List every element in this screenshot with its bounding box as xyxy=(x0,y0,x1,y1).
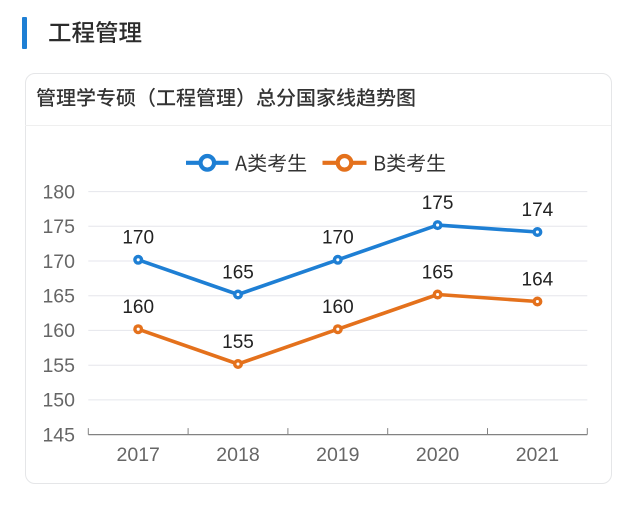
svg-text:2021: 2021 xyxy=(516,444,559,466)
svg-text:175: 175 xyxy=(42,216,75,238)
svg-text:2018: 2018 xyxy=(216,444,259,466)
svg-text:145: 145 xyxy=(42,424,75,446)
svg-text:2017: 2017 xyxy=(117,444,160,466)
svg-text:165: 165 xyxy=(42,286,75,308)
svg-text:170: 170 xyxy=(42,251,75,273)
svg-text:2020: 2020 xyxy=(416,444,460,466)
svg-text:160: 160 xyxy=(122,297,154,318)
svg-text:165: 165 xyxy=(422,262,454,283)
svg-text:180: 180 xyxy=(42,181,75,203)
svg-text:174: 174 xyxy=(522,200,554,221)
svg-text:170: 170 xyxy=(122,228,154,249)
svg-text:175: 175 xyxy=(422,193,454,214)
svg-text:2019: 2019 xyxy=(316,444,359,466)
svg-text:155: 155 xyxy=(222,332,254,353)
svg-text:150: 150 xyxy=(42,390,75,412)
svg-text:155: 155 xyxy=(42,355,75,377)
svg-text:165: 165 xyxy=(222,262,254,283)
svg-text:164: 164 xyxy=(522,269,554,290)
svg-text:160: 160 xyxy=(42,320,75,342)
svg-text:170: 170 xyxy=(322,228,354,249)
svg-text:160: 160 xyxy=(322,297,354,318)
